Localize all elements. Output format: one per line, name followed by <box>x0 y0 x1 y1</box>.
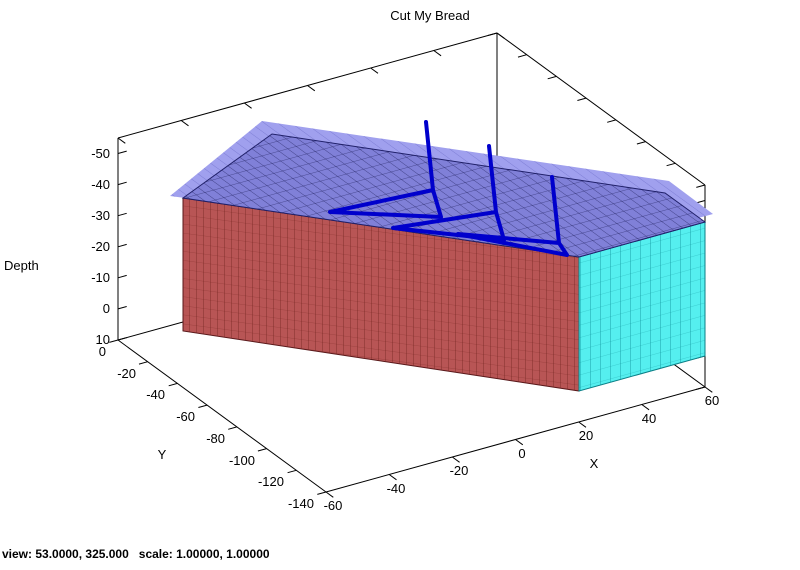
y-tick-label: -20 <box>117 366 136 381</box>
z-tick-label: -10 <box>91 270 110 285</box>
y-axis-title: Y <box>158 447 167 462</box>
x-tick-label: 20 <box>579 428 593 443</box>
surface-top <box>181 133 707 258</box>
z-tick-label: 10 <box>96 332 110 347</box>
y-tick-label: -100 <box>229 453 255 468</box>
z-tick-label: -50 <box>91 146 110 161</box>
x-tick-label: 0 <box>518 446 525 461</box>
y-axis-ticks <box>109 339 327 495</box>
toolpath-2 <box>391 144 506 242</box>
plot-canvas[interactable]: Cut My Bread -50 -40 -30 -20 -10 0 10 De… <box>0 0 800 545</box>
z-tick-label: -40 <box>91 177 110 192</box>
y-axis-mirror-ticks <box>488 32 706 188</box>
z-axis-labels: -50 -40 -30 -20 -10 0 10 Depth <box>4 146 110 347</box>
x-axis-ticks <box>325 386 713 498</box>
x-tick-label: -60 <box>324 498 343 513</box>
z-axis-ticks <box>117 150 127 341</box>
x-tick-label: 60 <box>705 393 719 408</box>
z-axis-title: Depth <box>4 258 39 273</box>
y-tick-label: -60 <box>176 409 195 424</box>
y-tick-label: 0 <box>99 344 106 359</box>
y-tick-label: -140 <box>288 496 314 511</box>
surface-end-cap <box>578 221 706 392</box>
status-bar: view: 53.0000, 325.000 scale: 1.00000, 1… <box>2 547 270 561</box>
y-tick-label: -80 <box>206 431 225 446</box>
x-tick-label: -20 <box>450 463 469 478</box>
plot-box <box>109 32 713 498</box>
plot-title: Cut My Bread <box>390 8 469 23</box>
bread-surface <box>170 121 713 392</box>
toolpath-1 <box>328 120 443 219</box>
x-axis-mirror-ticks <box>117 32 505 144</box>
x-axis-title: X <box>590 456 599 471</box>
x-axis-labels: -60 -40 -20 0 20 40 60 X <box>324 393 720 513</box>
x-tick-label: 40 <box>642 411 656 426</box>
x-tick-label: -40 <box>387 481 406 496</box>
y-tick-label: -40 <box>146 387 165 402</box>
z-tick-label: -20 <box>91 239 110 254</box>
toolpaths <box>328 120 569 257</box>
y-tick-label: -120 <box>258 474 284 489</box>
z-tick-label: -30 <box>91 208 110 223</box>
y-axis-labels: 0 -20 -40 -60 -80 -100 -120 -140 Y <box>99 344 314 511</box>
surface-side-wall <box>182 197 580 392</box>
toolpath-3 <box>456 175 569 257</box>
z-tick-label: 0 <box>103 301 110 316</box>
